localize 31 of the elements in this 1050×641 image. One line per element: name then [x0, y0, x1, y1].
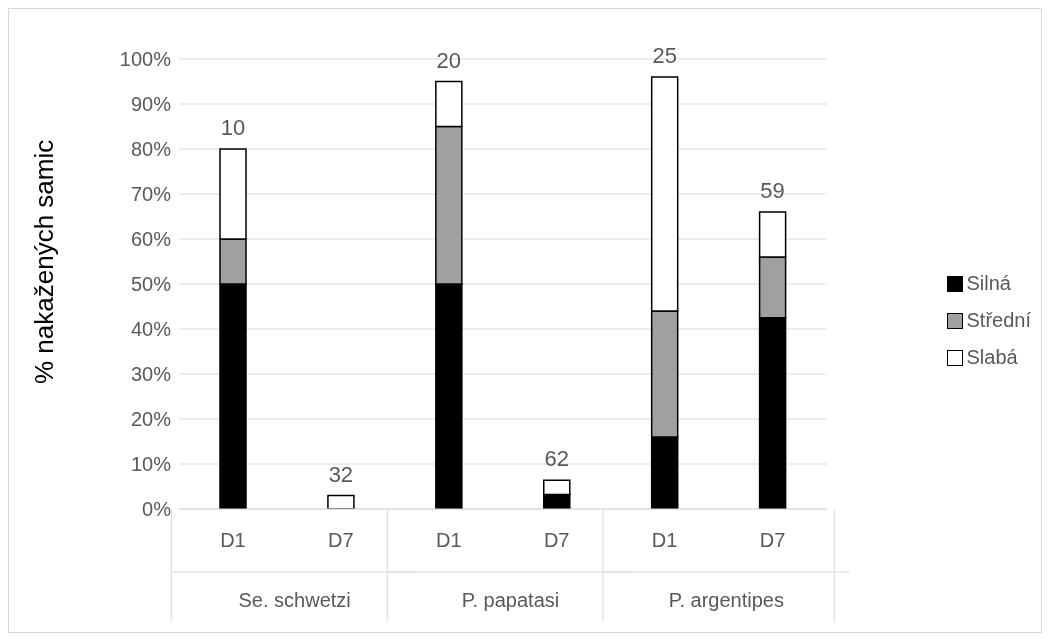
- y-tick-label: 90%: [130, 93, 172, 116]
- y-tick-label: 60%: [130, 228, 172, 251]
- annotation: 62: [544, 446, 569, 472]
- x-tick-label: D1: [220, 529, 246, 551]
- y-tick-label: 10%: [130, 453, 172, 476]
- text: P. papatasi: [461, 589, 560, 611]
- x-tick-label: D7: [543, 529, 570, 551]
- y-tick-label: 70%: [130, 183, 172, 206]
- legend-label: Silná: [966, 272, 1011, 295]
- x-tick-label: D7: [759, 529, 786, 551]
- y-tick-label: 100%: [119, 48, 172, 71]
- annotation: 25: [652, 43, 677, 68]
- legend-label: Střední: [966, 309, 1031, 332]
- annotation: 20: [436, 47, 462, 73]
- y-tick-label: 80%: [130, 138, 172, 161]
- y-tick-label: 50%: [130, 273, 172, 296]
- text: P. argentipes: [668, 589, 784, 611]
- x-tick-label: D1: [651, 529, 678, 551]
- bar: [327, 494, 355, 509]
- y-tick-label: 0%: [142, 498, 172, 521]
- x-tick-label: D1: [436, 529, 462, 551]
- text: Se. schwetzi: [238, 589, 351, 611]
- y-axis-title: % nakažených samic: [29, 139, 60, 384]
- y-tick-label: 30%: [130, 363, 172, 386]
- annotation: 10: [220, 115, 246, 140]
- annotation: 59: [760, 178, 785, 203]
- x-tick-label: D7: [328, 529, 354, 551]
- y-tick-label: 20%: [130, 408, 172, 431]
- annotation: 32: [328, 461, 354, 487]
- y-tick-label: 40%: [130, 318, 172, 341]
- legend-label: Slabá: [966, 346, 1018, 369]
